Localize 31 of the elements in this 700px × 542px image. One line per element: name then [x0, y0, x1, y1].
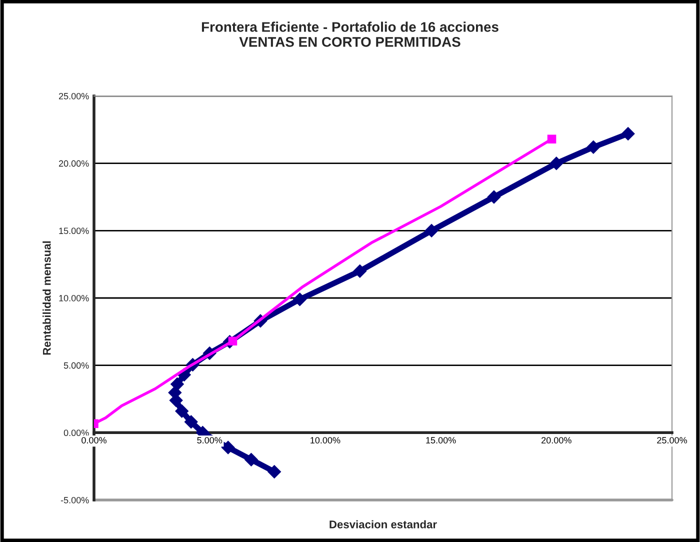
point [184, 415, 198, 428]
point [550, 156, 563, 170]
point [293, 292, 306, 306]
point [228, 336, 238, 346]
x-axis-title: Desviacion estandar [330, 520, 437, 528]
point [175, 404, 188, 418]
point [244, 453, 258, 466]
y-tick-label: 0.00% [64, 430, 89, 436]
x-tick-label: 10.00% [310, 437, 340, 444]
point [222, 440, 235, 454]
point [170, 378, 184, 391]
point [268, 465, 281, 478]
x-tick-label: 0.00% [82, 437, 106, 444]
y-tick-label: -5.00% [60, 496, 89, 504]
point [621, 127, 635, 140]
point [353, 264, 366, 278]
point [547, 134, 556, 144]
point [586, 140, 600, 154]
y-tick-label: 15.00% [59, 228, 89, 234]
y-axis-title: Rentabilidad mensual [42, 241, 51, 355]
x-tick-label: 15.00% [426, 437, 456, 444]
y-tick-label: 20.00% [58, 160, 89, 167]
x-tick-label: 25.00% [657, 437, 687, 444]
chart-title: Frontera Eficiente - Portafolio de 16 acciones VENTAS EN CORTO PERMITIDAS [202, 22, 498, 47]
x-tick-label: 5.00% [197, 437, 222, 444]
x-tick-label: 20.00% [542, 437, 572, 444]
y-tick-label: 10.00% [59, 294, 89, 302]
point [424, 224, 438, 238]
y-tick-label: 5.00% [64, 362, 89, 369]
point [487, 190, 501, 204]
y-tick-label: 25.00% [58, 92, 89, 100]
